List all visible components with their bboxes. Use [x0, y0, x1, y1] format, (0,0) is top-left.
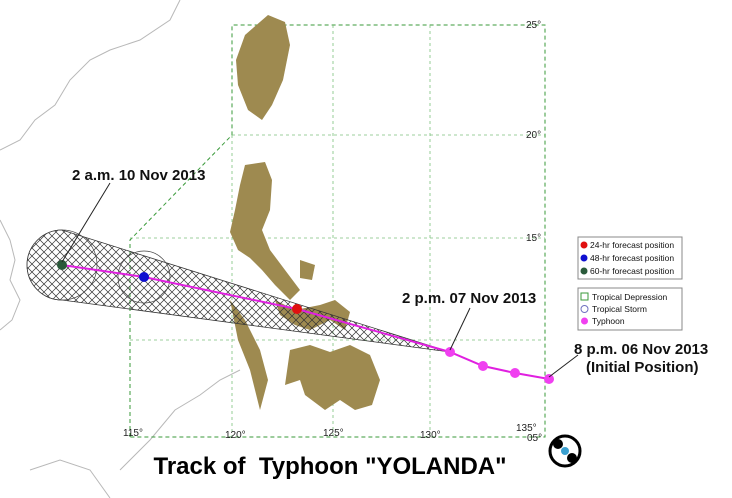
intensity-legend: Tropical Depression Tropical Storm Typho… [577, 287, 683, 331]
legend-label: 60-hr forecast position [590, 266, 674, 276]
legend-label: Tropical Storm [592, 304, 647, 314]
lon-label: 115° [123, 428, 143, 439]
annotation: 2 a.m. 10 Nov 2013 [72, 167, 205, 184]
legend-box [577, 236, 683, 280]
legend-label: 48-hr forecast position [590, 253, 674, 263]
legend-swatch [580, 267, 588, 275]
track-point [478, 361, 488, 371]
legend-box [577, 287, 683, 331]
legend-label: 24-hr forecast position [590, 240, 674, 250]
lat-label: 20° [526, 130, 541, 141]
legend-swatch [580, 292, 589, 301]
legend-swatch [580, 254, 588, 262]
lon-label: 130° [420, 430, 441, 441]
forecast-point [292, 304, 302, 314]
legend-label: Tropical Depression [592, 292, 668, 302]
lon-label: 135° [516, 423, 537, 434]
annotation: 8 p.m. 06 Nov 2013 [574, 341, 708, 358]
logo [548, 434, 582, 468]
forecast-point [139, 272, 149, 282]
title: Track of Typhoon "YOLANDA" [154, 453, 507, 480]
track-point [445, 347, 455, 357]
legend-swatch [580, 241, 588, 249]
legend-swatch [580, 305, 589, 313]
lon-label: 120° [225, 430, 246, 441]
track-points [57, 260, 554, 384]
legend-label: Typhoon [592, 316, 625, 326]
forecast-legend: 24-hr forecast position 48-hr forecast p… [577, 236, 683, 280]
forecast-point [57, 260, 67, 270]
track-point [510, 368, 520, 378]
lat-label: 15° [526, 233, 541, 244]
track-point [544, 374, 554, 384]
cone-circle [117, 250, 171, 304]
lat-label: 25° [526, 20, 541, 31]
annotation: 2 p.m. 07 Nov 2013 [402, 290, 536, 307]
lon-label: 125° [323, 428, 344, 439]
coastlines [0, 0, 241, 498]
leader-lines [61, 182, 579, 378]
cone-circle [26, 229, 98, 301]
par-boundary [129, 24, 546, 438]
legend-swatch [581, 317, 588, 325]
annotation: (Initial Position) [586, 359, 699, 376]
land [230, 15, 380, 410]
lat-label: 05° [527, 433, 542, 444]
